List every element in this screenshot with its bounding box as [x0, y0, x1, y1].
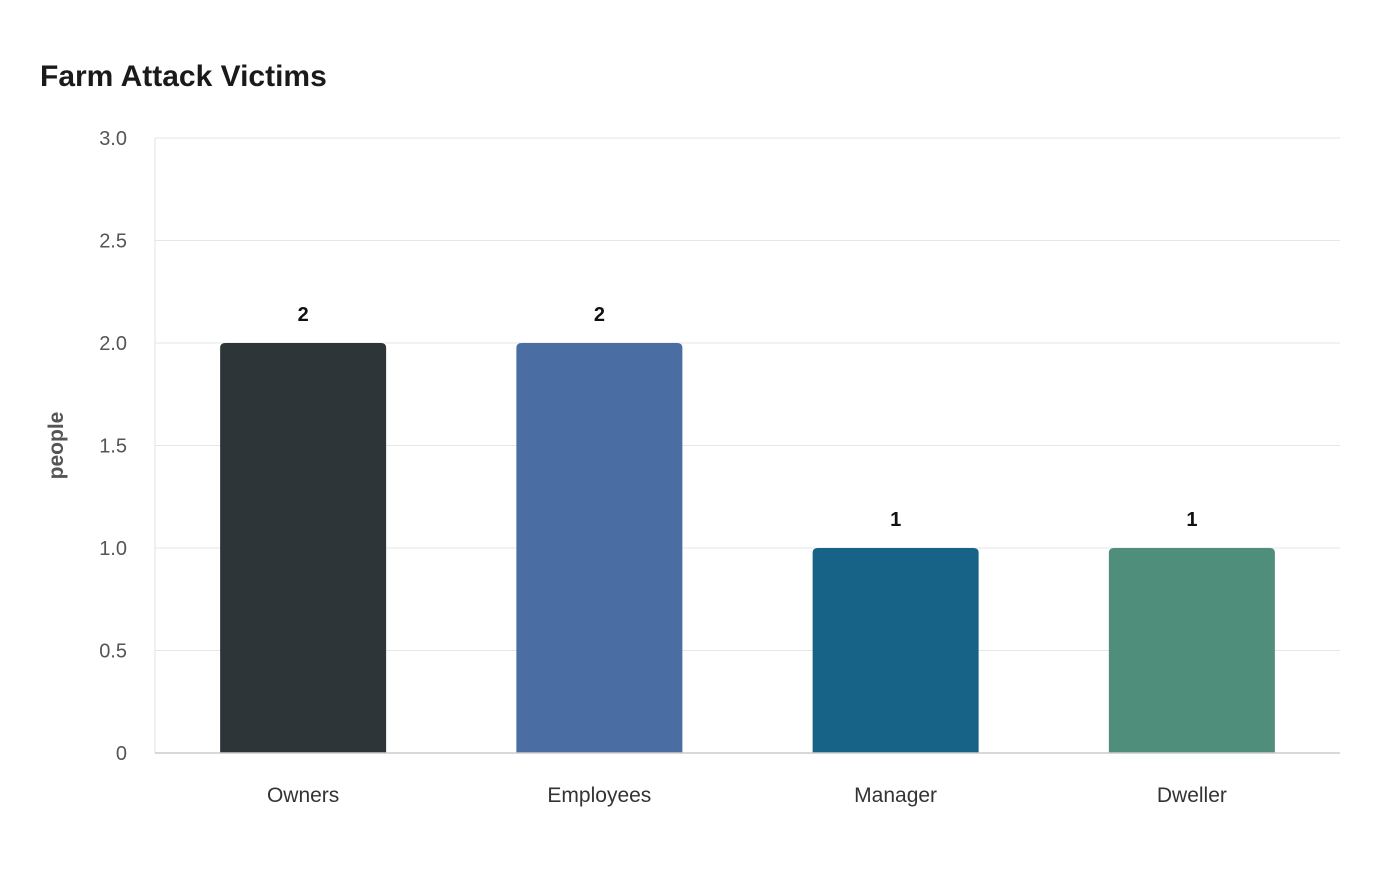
- chart-title: Farm Attack Victims: [40, 60, 327, 93]
- data-label: 2: [594, 304, 605, 326]
- y-tick-label: 1.5: [99, 436, 127, 458]
- y-tick-label: 3.0: [99, 128, 127, 150]
- y-tick-label: 2.0: [99, 333, 127, 355]
- x-tick-label: Owners: [267, 784, 339, 807]
- bar-owners: [220, 343, 387, 753]
- y-axis-label: people: [45, 412, 68, 480]
- x-tick-label: Manager: [854, 784, 937, 807]
- y-tick-label: 2.5: [99, 231, 127, 253]
- data-label: 1: [1186, 509, 1197, 531]
- bar-employees: [516, 343, 683, 753]
- y-tick-label: 1.0: [99, 538, 127, 560]
- x-tick-label: Employees: [547, 784, 651, 807]
- y-tick-label: 0: [116, 743, 127, 765]
- x-tick-label: Dweller: [1157, 784, 1227, 807]
- data-label: 2: [298, 304, 309, 326]
- y-tick-label: 0.5: [99, 641, 127, 663]
- data-label: 1: [890, 509, 901, 531]
- bar-manager: [812, 548, 979, 753]
- bar-dweller: [1108, 548, 1275, 753]
